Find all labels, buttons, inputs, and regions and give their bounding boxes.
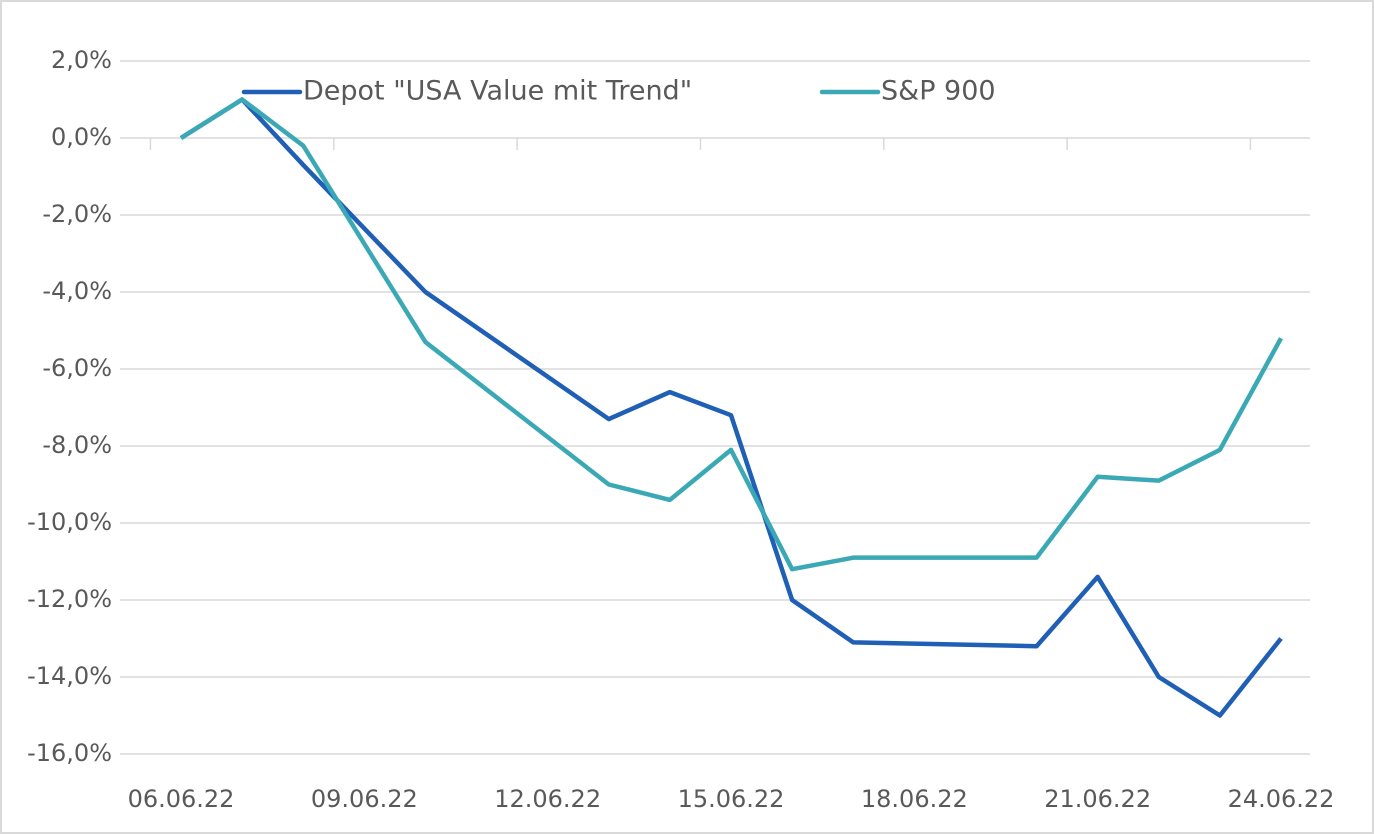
y-tick-label: -2,0% bbox=[42, 200, 112, 228]
y-tick-label: -16,0% bbox=[27, 739, 112, 767]
y-tick-label: -12,0% bbox=[27, 585, 112, 613]
x-tick-label: 06.06.22 bbox=[128, 785, 235, 813]
x-tick-label: 12.06.22 bbox=[494, 785, 601, 813]
x-tick-label: 09.06.22 bbox=[311, 785, 418, 813]
y-tick-label: -10,0% bbox=[27, 508, 112, 536]
y-tick-label: -14,0% bbox=[27, 662, 112, 690]
x-tick-label: 21.06.22 bbox=[1044, 785, 1151, 813]
y-tick-label: -8,0% bbox=[42, 431, 112, 459]
y-tick-label: -6,0% bbox=[42, 354, 112, 382]
legend-label: S&P 900 bbox=[881, 76, 996, 107]
y-tick-label: 0,0% bbox=[51, 123, 112, 151]
series-line bbox=[179, 97, 1283, 572]
x-tick-label: 18.06.22 bbox=[861, 785, 968, 813]
x-tick-label: 24.06.22 bbox=[1228, 785, 1335, 813]
legend-label: Depot "USA Value mit Trend" bbox=[303, 76, 692, 107]
x-tick-label: 15.06.22 bbox=[678, 785, 785, 813]
y-tick-label: 2,0% bbox=[51, 46, 112, 74]
y-tick-label: -4,0% bbox=[42, 277, 112, 305]
